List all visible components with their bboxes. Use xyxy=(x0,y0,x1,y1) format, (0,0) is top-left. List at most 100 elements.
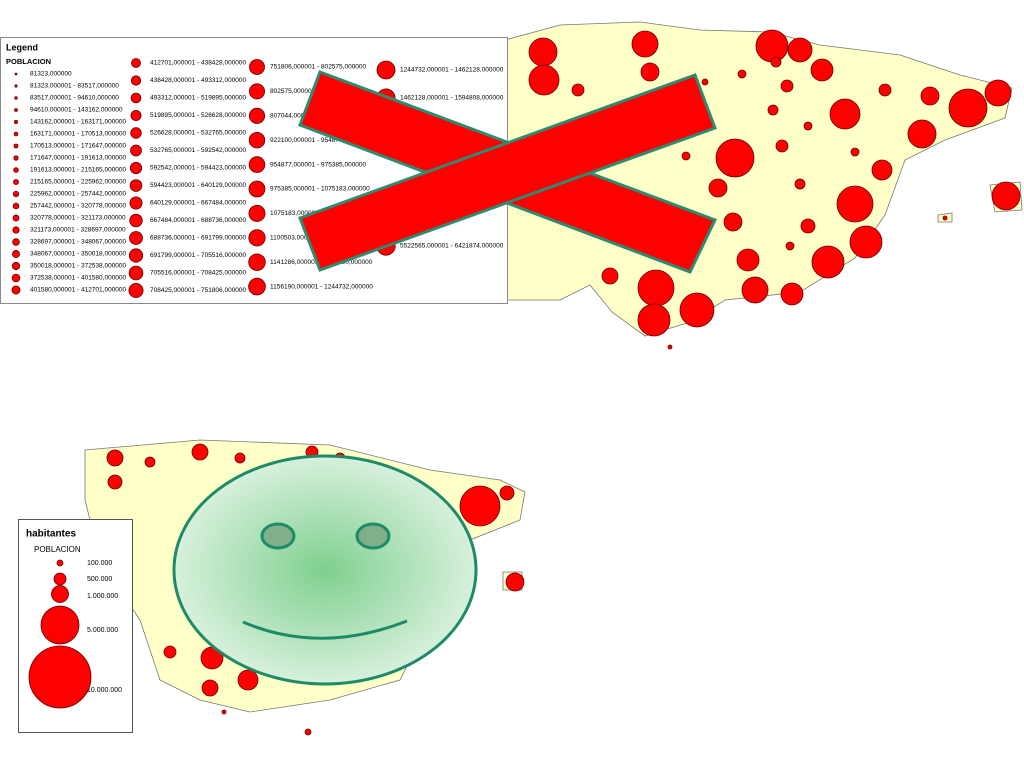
map-symbol xyxy=(800,218,816,234)
map-symbol xyxy=(601,267,619,285)
map-symbol xyxy=(850,147,860,157)
legend-symbol xyxy=(53,572,67,586)
legend-label: 922100,000001 - 954877,000000 xyxy=(270,137,367,144)
map-symbol xyxy=(878,83,892,97)
legend-label: 81323,000001 - 83517,000000 xyxy=(30,83,119,90)
map-symbol xyxy=(528,64,560,96)
map-symbol xyxy=(631,30,659,58)
legend-label: 751806,000001 - 802575,000000 xyxy=(270,64,367,71)
legend-symbol xyxy=(128,282,144,298)
legend-label: 640129,000001 - 667484,000000 xyxy=(150,200,247,207)
legend-label: 691799,000001 - 705516,000000 xyxy=(150,252,247,259)
legend-symbol xyxy=(40,605,80,645)
map-symbol xyxy=(637,303,671,337)
legend-symbol xyxy=(12,238,20,246)
legend-label: 171647,000001 - 191613,000000 xyxy=(30,155,127,162)
map-symbol xyxy=(708,178,728,198)
legend-symbol xyxy=(249,59,265,75)
legend-symbol xyxy=(13,167,19,173)
legend-symbol xyxy=(12,226,20,234)
legend-symbol xyxy=(129,213,143,228)
legend-symbol xyxy=(14,84,18,88)
legend-title: habitantes xyxy=(26,529,76,540)
legend-symbol xyxy=(13,131,19,137)
legend-symbol xyxy=(12,214,20,222)
legend-label: 1462128,000001 - 1594808,000000 xyxy=(400,95,504,102)
map-symbol xyxy=(737,69,747,79)
legend-label: 257442,000001 - 320778,000000 xyxy=(30,203,127,210)
legend-label: 401580,000001 - 412701,000000 xyxy=(30,287,127,294)
legend-label: 321173,000001 - 328697,000000 xyxy=(30,227,126,234)
legend-label: 493312,000001 - 519895,000000 xyxy=(150,95,247,102)
legend-symbol xyxy=(28,645,92,709)
map-symbol xyxy=(780,282,804,306)
legend-label: 94610,000001 - 143162,000000 xyxy=(30,107,123,114)
legend-label: 5.000.000 xyxy=(87,627,118,634)
map-symbol xyxy=(681,151,691,161)
map-symbol xyxy=(667,344,673,350)
legend-symbol xyxy=(129,196,143,210)
smiley-eye xyxy=(260,522,296,550)
legend-symbol xyxy=(130,75,142,86)
map-symbol xyxy=(163,645,177,659)
cross-bar xyxy=(298,73,717,272)
map-symbol xyxy=(107,474,123,490)
legend-rows: 100.000 500.000 1.000.000 5.000.000 10.000.0… xyxy=(28,559,122,709)
legend-symbol xyxy=(129,179,143,192)
legend-label: 100.000 xyxy=(87,560,112,567)
legend-symbol xyxy=(56,559,64,567)
map-symbol xyxy=(637,269,675,307)
map-symbol xyxy=(991,181,1021,211)
map-symbol xyxy=(201,679,219,697)
smiley-mouth xyxy=(242,619,408,640)
red-cross xyxy=(298,70,718,274)
map-symbol xyxy=(775,139,789,153)
map-symbol xyxy=(767,104,779,116)
map-symbol xyxy=(723,212,743,232)
legend-symbol xyxy=(13,143,19,149)
map-symbol xyxy=(755,29,789,63)
legend-label: 594423,000001 - 640129,000000 xyxy=(150,182,247,189)
legend-symbol xyxy=(13,155,19,161)
map-symbol xyxy=(304,728,312,736)
map-symbol xyxy=(679,292,715,328)
legend-label: 170513,000001 - 171647,000000 xyxy=(30,143,127,150)
legend-symbol xyxy=(248,83,265,100)
legend-symbol xyxy=(248,277,266,296)
map-symbol xyxy=(907,119,937,149)
legend-symbol xyxy=(248,229,266,247)
map-symbol xyxy=(794,178,806,190)
map-symbol xyxy=(948,88,988,128)
legend-label: 954877,000001 - 975385,000000 xyxy=(270,161,367,168)
map-symbol xyxy=(984,79,1012,107)
map-symbols xyxy=(106,29,1021,736)
map-symbol xyxy=(829,98,861,130)
legend-symbol xyxy=(130,144,142,157)
map-symbol xyxy=(459,485,501,527)
map-symbol xyxy=(836,185,874,223)
legend-field: POBLACION xyxy=(34,545,81,554)
legend-symbol xyxy=(13,179,19,185)
legend-field: POBLACION xyxy=(6,57,51,66)
legend-symbol xyxy=(248,253,266,271)
legend-label: 372538,000001 - 401580,000000 xyxy=(30,275,127,282)
legend-symbol xyxy=(130,127,142,139)
legend-label: 5522565,000001 - 6421874,000000 xyxy=(400,243,504,250)
map-symbol xyxy=(803,121,813,131)
legend-bottom: habitantes POBLACION 100.000 500.000 1.000… xyxy=(18,519,133,733)
legend-label: 320778,000001 - 321173,000000 xyxy=(30,215,126,222)
legend-label: 500.000 xyxy=(87,576,112,583)
legend-symbol xyxy=(14,108,18,112)
legend-symbol xyxy=(248,131,266,149)
legend-symbol xyxy=(128,248,144,263)
map-symbol xyxy=(234,452,246,464)
legend-label: 688736,000001 - 691799,000000 xyxy=(150,235,247,242)
legend-symbol xyxy=(12,190,20,198)
legend-symbol xyxy=(248,156,266,173)
legend-label: 348067,000001 - 350018,000000 xyxy=(30,251,127,258)
map-symbol xyxy=(741,276,769,304)
map-symbol xyxy=(528,37,558,67)
legend-label: 163171,000001 - 170513,000000 xyxy=(30,131,127,138)
legend-symbol xyxy=(13,119,19,125)
